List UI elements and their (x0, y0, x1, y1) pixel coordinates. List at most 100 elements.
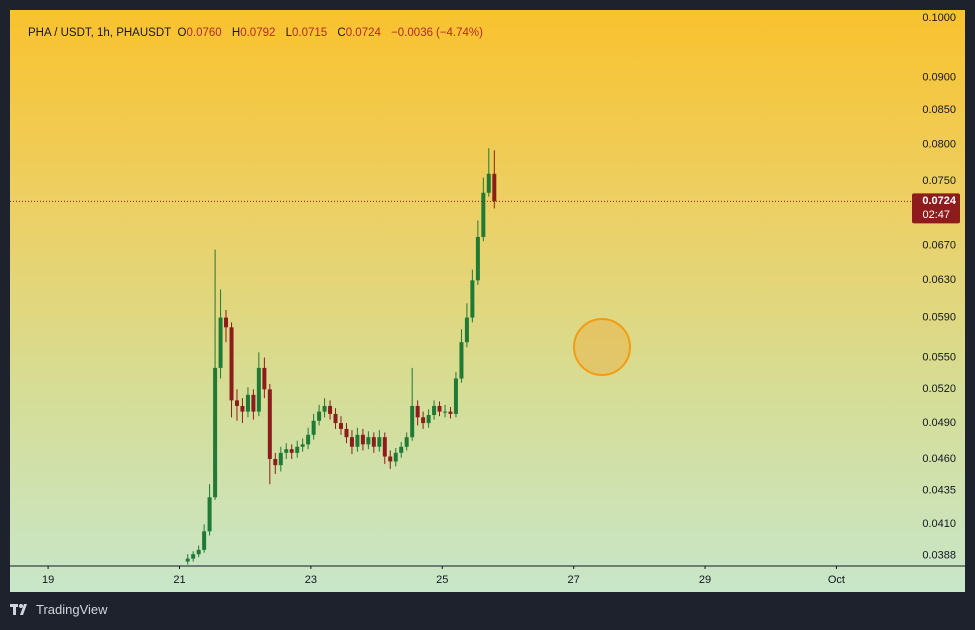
ohlc-value: 0.0792 (240, 27, 276, 39)
symbol: PHA / USDT, 1h, PHAUSDT (28, 27, 172, 39)
change-pct: (−4.74%) (435, 27, 483, 39)
candle-body (185, 558, 190, 562)
candle-body (278, 452, 283, 466)
candle-body (382, 437, 387, 457)
candle-body (191, 554, 196, 559)
last-price-box (912, 193, 960, 224)
candle-body (273, 458, 278, 466)
y-tick-label: 0.0460 (922, 453, 956, 465)
chart: 0.1000 0.0900 0.0850 0.0800 0.0750 0.0670 0.06… (10, 12, 965, 586)
candle-body (453, 378, 458, 414)
candle-body (393, 452, 398, 462)
candle-body (459, 342, 464, 379)
cursor-highlight (573, 318, 631, 376)
candle-body (421, 417, 426, 424)
candle-body (443, 411, 448, 413)
chart-frame: 0.1000 0.0900 0.0850 0.0800 0.0750 0.0670 0.06… (10, 10, 965, 592)
candle-body (432, 405, 437, 416)
y-tick-label: 0.0670 (922, 239, 956, 251)
candle-body (371, 437, 376, 447)
candle-body (426, 415, 431, 424)
candle-body (470, 280, 475, 318)
last-price-label: 0.0724 (922, 195, 957, 207)
candle-body (245, 394, 250, 412)
candle-body (328, 405, 333, 414)
candle-body (284, 449, 289, 453)
candle-body (481, 192, 486, 237)
candle-body (218, 317, 223, 368)
candle-body (399, 446, 404, 453)
x-tick-label: 21 (173, 574, 185, 586)
candle-body (202, 531, 207, 550)
candle-body (333, 413, 338, 424)
candle-body (317, 411, 322, 421)
ohlc-value: 0.0760 (186, 27, 222, 39)
y-tick-label: 0.0850 (922, 104, 956, 116)
x-tick-label: 25 (436, 574, 448, 586)
candle-body (486, 173, 491, 193)
ohlc-value: 0.0715 (292, 27, 328, 39)
candle-body (349, 437, 354, 447)
brand-logo (10, 603, 27, 615)
candle-body (256, 367, 261, 412)
y-tick-label: 0.0590 (922, 312, 956, 324)
candle-body (410, 405, 415, 438)
candle-body (464, 317, 469, 343)
candle-body (240, 405, 245, 412)
candle-body (289, 449, 294, 453)
footer: TradingView (10, 602, 108, 617)
candle-body (377, 437, 382, 447)
candle-body (196, 549, 201, 555)
candle-body (404, 437, 409, 447)
x-tick-label: 29 (699, 574, 711, 586)
candle-body (262, 367, 267, 390)
candle-body (492, 173, 497, 202)
x-tick-label: Oct (828, 574, 845, 586)
ohlc-value: 0.0724 (345, 27, 381, 39)
candle-body (415, 405, 420, 418)
change: −0.0036 (391, 27, 433, 39)
y-tick-label: 0.0750 (922, 175, 956, 187)
candle-body (437, 405, 442, 412)
candle-body (213, 367, 218, 498)
x-tick-label: 23 (305, 574, 317, 586)
candle-body (344, 428, 349, 438)
candle-body (295, 446, 300, 453)
candle-body (338, 423, 343, 429)
legend-header: PHA / USDT, 1h, PHAUSDT O0.0760 H0.0792 … (28, 27, 490, 39)
candle-body (207, 497, 212, 532)
y-tick-label: 0.0800 (922, 139, 956, 151)
ohlc-label: L (285, 27, 292, 39)
y-tick-label: 0.0630 (922, 274, 956, 286)
candle-body (267, 389, 272, 459)
y-tick-label: 0.0520 (922, 383, 956, 395)
candle-body (224, 317, 229, 328)
x-tick-label: 27 (568, 574, 580, 586)
y-tick-label: 0.0435 (922, 485, 956, 497)
y-tick-label: 0.0900 (922, 72, 956, 84)
candle-body (366, 437, 371, 445)
ohlc-label: C (337, 27, 346, 39)
x-tick-label: 19 (42, 574, 54, 586)
y-tick-label: 0.0490 (922, 417, 956, 429)
candle-body (322, 405, 327, 412)
candle-body (251, 394, 256, 412)
candle-body (360, 434, 365, 445)
candle-body (300, 444, 305, 447)
candle-body (475, 236, 480, 281)
y-tick-label: 0.1000 (922, 12, 956, 24)
countdown: 02:47 (922, 209, 950, 221)
ohlc-label: H (231, 27, 241, 39)
candle-body (229, 327, 234, 401)
candle-body (311, 420, 316, 435)
y-tick-label: 0.0410 (922, 518, 956, 530)
ohlc-label: O (177, 27, 187, 39)
candle-body (306, 434, 311, 445)
candle-body (355, 434, 360, 447)
brand: TradingView (36, 602, 108, 617)
candle-body (388, 456, 393, 462)
y-tick-label: 0.0550 (922, 351, 956, 363)
candle-body (448, 411, 453, 414)
y-tick-label: 0.0388 (922, 550, 956, 562)
